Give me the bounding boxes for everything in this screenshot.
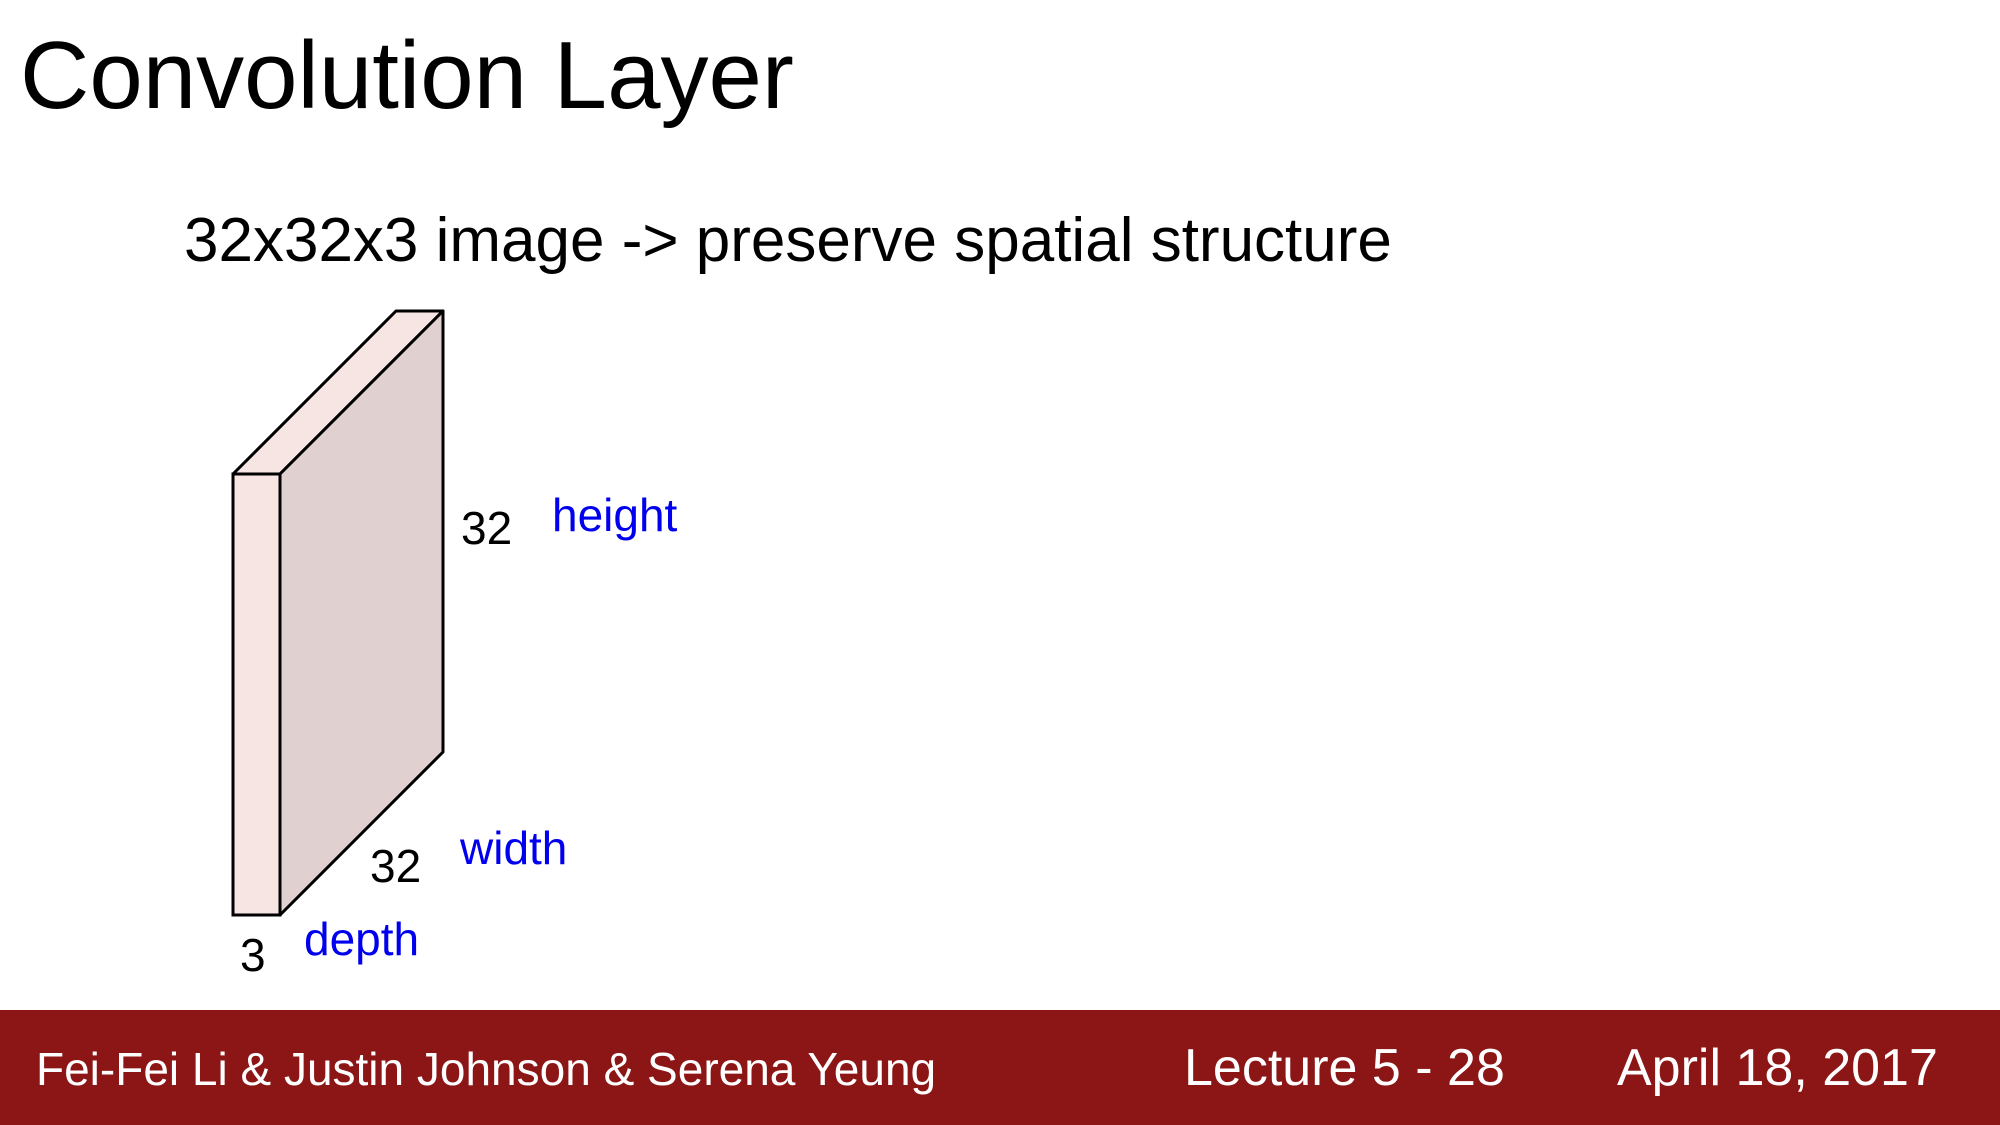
height-label: height — [552, 489, 678, 541]
footer-date: April 18, 2017 — [1617, 1039, 1938, 1097]
depth-label: depth — [304, 913, 420, 965]
footer-lecture-label: Lecture 5 - — [1184, 1039, 1433, 1097]
height-value: 32 — [461, 502, 513, 554]
footer-page-number: 28 — [1447, 1039, 1505, 1097]
slide-subtitle: 32x32x3 image -> preserve spatial struct… — [184, 206, 1392, 275]
width-value: 32 — [370, 840, 422, 892]
depth-value: 3 — [240, 929, 266, 981]
volume-front-face — [231, 472, 282, 917]
footer-bar: Fei-Fei Li & Justin Johnson & Serena Yeu… — [0, 1010, 2000, 1125]
footer-authors: Fei-Fei Li & Justin Johnson & Serena Yeu… — [36, 1043, 937, 1095]
footer-lecture: Lecture 5 - 28 — [1184, 1042, 1505, 1094]
width-label: width — [460, 822, 568, 874]
input-volume-diagram — [231, 309, 445, 917]
slide-title: Convolution Layer — [20, 22, 794, 129]
